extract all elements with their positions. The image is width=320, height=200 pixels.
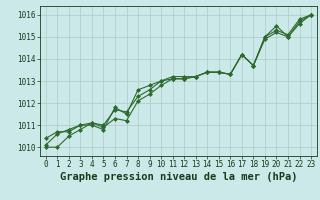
X-axis label: Graphe pression niveau de la mer (hPa): Graphe pression niveau de la mer (hPa) bbox=[60, 172, 297, 182]
